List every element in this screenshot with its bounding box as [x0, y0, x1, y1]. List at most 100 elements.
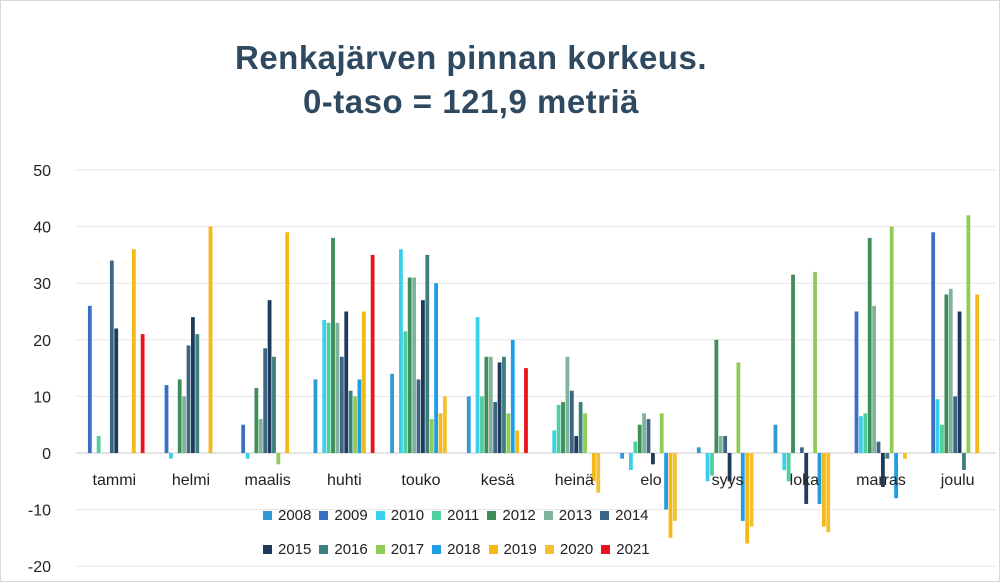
bar-2011-elo — [633, 441, 638, 453]
bar-2010-kesä — [475, 317, 480, 453]
bar-2017-elo — [659, 413, 664, 453]
bar-2018-huhti — [357, 379, 362, 453]
bar-2009-maalis — [241, 424, 246, 453]
bar-2013-heinä — [565, 356, 570, 453]
bar-2015-maalis — [267, 300, 272, 453]
bar-2010-helmi — [169, 453, 173, 459]
legend-swatch — [375, 545, 385, 554]
legend-label: 2013 — [558, 507, 593, 524]
bar-2015-marras — [881, 453, 885, 487]
bar-2018-loka — [817, 453, 822, 504]
bar-2017-loka — [813, 271, 817, 453]
bar-2021-huhti — [370, 254, 375, 453]
bar-2015-kesä — [497, 362, 502, 453]
bar-2019-huhti — [361, 311, 366, 453]
bar-2013-syys — [718, 436, 723, 453]
legend-swatch — [487, 511, 497, 520]
bar-2014-heinä — [569, 390, 574, 453]
bar-2016-maalis — [272, 356, 276, 453]
bar-2017-touko — [429, 419, 434, 453]
bar-2019-elo — [668, 453, 673, 538]
bar-2012-huhti — [331, 237, 335, 453]
legend-swatch — [544, 545, 554, 554]
bar-2009-joulu — [931, 232, 936, 453]
bar-2012-elo — [637, 424, 642, 453]
bar-2018-syys — [740, 453, 745, 521]
bar-2016-joulu — [962, 453, 966, 470]
legend-swatch — [601, 545, 611, 554]
bar-2008-touko — [390, 373, 394, 453]
bar-2016-helmi — [195, 334, 200, 453]
legend-item-2019: 2019 — [488, 541, 537, 558]
legend-item-2015: 2015 — [263, 541, 311, 558]
legend-swatch — [263, 511, 272, 520]
legend-swatch — [263, 545, 272, 554]
bar-2012-marras — [867, 237, 872, 453]
bar-2014-syys — [723, 436, 728, 453]
legend-item-2018: 2018 — [432, 541, 481, 558]
legend-label: 2012 — [502, 507, 536, 524]
x-tick-label: helmi — [172, 472, 210, 489]
bar-2012-joulu — [944, 294, 949, 453]
x-tick-label: elo — [640, 472, 661, 489]
bar-2015-elo — [651, 453, 655, 465]
bar-2010-huhti — [322, 319, 327, 453]
bar-2021-kesä — [524, 368, 528, 453]
bar-2021-tammi — [140, 334, 145, 453]
bar-2010-heinä — [552, 430, 557, 453]
bar-2017-huhti — [353, 396, 357, 453]
bar-2013-touko — [412, 277, 416, 453]
bar-2014-joulu — [953, 396, 958, 453]
bar-2010-marras — [859, 416, 863, 453]
legend-item-2016: 2016 — [319, 541, 368, 558]
bar-2015-joulu — [957, 311, 962, 453]
y-tick-label: 20 — [33, 333, 51, 350]
legend-item-2014: 2014 — [600, 507, 649, 524]
bar-2017-joulu — [966, 215, 971, 453]
legend-label: 2010 — [390, 507, 425, 524]
legend-label: 2011 — [447, 507, 480, 524]
legend-item-2021: 2021 — [601, 541, 650, 558]
bar-2010-maalis — [245, 453, 250, 459]
bar-2019-touko — [438, 413, 443, 453]
legend-swatch — [543, 511, 553, 520]
legend-item-2020: 2020 — [544, 541, 593, 558]
x-tick-label: heinä — [555, 472, 594, 489]
y-tick-label: 0 — [42, 446, 51, 463]
bar-2014-maalis — [263, 348, 268, 453]
bar-2013-elo — [642, 413, 646, 453]
legend-item-2010: 2010 — [375, 507, 425, 524]
legend-swatch — [375, 511, 385, 520]
y-tick-label: 40 — [33, 220, 51, 237]
bar-2019-maalis — [285, 232, 290, 453]
bar-2014-tammi — [109, 260, 114, 453]
bar-2008-loka — [773, 424, 778, 453]
bar-2019-tammi — [131, 249, 136, 453]
bar-2010-joulu — [935, 399, 940, 453]
bar-2014-touko — [416, 379, 421, 453]
legend-swatch — [600, 511, 610, 520]
x-tick-label: syys — [712, 472, 744, 489]
bar-2011-tammi — [96, 436, 101, 453]
bar-2020-marras — [903, 453, 907, 459]
bar-2013-helmi — [182, 396, 186, 453]
legend-swatch — [319, 545, 329, 554]
legend-item-2012: 2012 — [487, 507, 536, 524]
bar-2016-marras — [885, 453, 890, 459]
bar-2012-syys — [714, 339, 719, 453]
bar-2016-touko — [425, 254, 430, 453]
y-tick-label: -20 — [28, 559, 51, 576]
bar-2020-touko — [443, 396, 447, 453]
bar-2015-syys — [727, 453, 732, 482]
y-tick-label: 30 — [33, 276, 51, 293]
bar-2009-helmi — [164, 385, 169, 453]
x-tick-label: loka — [790, 472, 819, 489]
legend-label: 2019 — [503, 541, 537, 558]
bar-2012-kesä — [484, 356, 489, 453]
bar-2008-syys — [696, 447, 701, 453]
bar-2018-kesä — [510, 339, 515, 453]
bar-2019-loka — [821, 453, 826, 527]
legend-label: 2016 — [334, 541, 368, 558]
legend-swatch — [488, 545, 498, 554]
